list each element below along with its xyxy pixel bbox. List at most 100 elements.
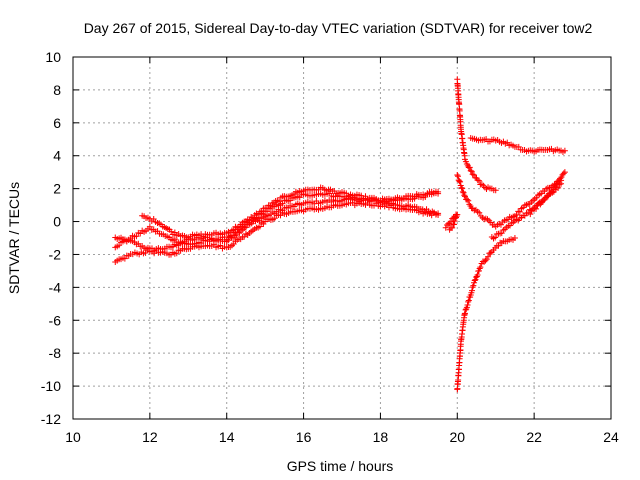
data-point: [469, 171, 476, 178]
data-point: [442, 224, 449, 231]
data-point: [511, 235, 518, 241]
series-track-c: [112, 199, 442, 266]
data-point: [450, 221, 457, 228]
data-point: [469, 287, 476, 294]
x-axis-label: GPS time / hours: [287, 458, 394, 474]
data-point: [473, 273, 480, 280]
data-point: [492, 234, 499, 241]
data-point: [476, 209, 483, 216]
x-tick-label: 14: [219, 429, 235, 445]
data-point: [246, 217, 253, 224]
plot-points: [112, 76, 568, 393]
data-point: [435, 211, 442, 218]
data-point: [279, 200, 286, 207]
data-point: [454, 211, 461, 218]
data-point: [477, 264, 484, 271]
y-tick-label: -4: [49, 279, 62, 295]
x-tick-label: 10: [65, 429, 81, 445]
data-point: [232, 229, 239, 236]
data-point: [133, 233, 140, 240]
x-tick-label: 20: [449, 429, 465, 445]
x-tick-label: 24: [603, 429, 619, 445]
data-point: [550, 186, 557, 193]
series-track-h: [454, 171, 565, 230]
data-point: [461, 192, 468, 199]
data-point: [466, 164, 473, 171]
x-tick-label: 22: [526, 429, 542, 445]
data-point: [485, 253, 492, 260]
series-track-d: [139, 184, 442, 241]
y-tick-label: 0: [53, 214, 61, 230]
data-point: [256, 223, 263, 230]
data-point: [465, 197, 472, 204]
x-tick-label: 16: [296, 429, 312, 445]
data-point: [458, 184, 465, 191]
data-point: [457, 178, 464, 185]
data-point: [453, 214, 460, 221]
data-point: [552, 183, 559, 190]
data-point: [451, 218, 458, 225]
data-point: [459, 188, 466, 195]
data-point: [492, 187, 499, 194]
data-point: [454, 173, 461, 180]
y-tick-label: -2: [49, 246, 62, 262]
x-tick-label: 18: [373, 429, 389, 445]
data-point: [478, 181, 485, 188]
data-point: [498, 230, 505, 237]
data-point: [470, 171, 477, 178]
data-point: [541, 195, 548, 202]
data-point: [557, 175, 564, 182]
data-point: [464, 301, 471, 308]
data-point: [452, 215, 459, 222]
x-ticks: 10 12 14 16 18 20 22 24: [65, 57, 619, 445]
series-track-j: [527, 169, 568, 218]
y-tick-label: -8: [49, 345, 62, 361]
data-point: [474, 177, 481, 184]
grid: [73, 57, 611, 419]
data-point: [537, 201, 544, 208]
data-point: [469, 284, 476, 291]
series-track-g: [454, 235, 518, 393]
data-point: [547, 190, 554, 197]
data-point: [471, 277, 478, 284]
data-point: [476, 177, 483, 184]
y-tick-label: 2: [53, 181, 61, 197]
data-point: [461, 193, 468, 200]
series-track-f: [467, 135, 568, 155]
data-point: [465, 298, 472, 305]
data-point: [435, 188, 442, 195]
axes: [72, 56, 612, 420]
y-tick-label: 6: [53, 115, 61, 131]
data-point: [561, 147, 568, 154]
data-point: [173, 250, 180, 257]
data-point: [276, 198, 283, 205]
data-point: [446, 226, 453, 233]
data-point: [470, 282, 477, 289]
data-point: [465, 297, 472, 304]
y-tick-label: -12: [41, 411, 61, 427]
plot-border: [72, 56, 612, 420]
y-tick-label: 10: [45, 49, 61, 65]
y-tick-label: 4: [53, 148, 61, 164]
data-point: [454, 171, 461, 178]
series-track-e: [454, 76, 499, 194]
data-point: [495, 242, 502, 249]
data-point: [476, 265, 483, 272]
data-point: [487, 249, 494, 256]
data-point: [447, 218, 454, 225]
y-tick-label: 8: [53, 82, 61, 98]
series-track-k: [442, 211, 461, 233]
data-point: [462, 306, 469, 313]
data-point: [527, 211, 534, 218]
data-point: [460, 189, 467, 196]
data-point: [533, 205, 540, 212]
chart-title: Day 267 of 2015, Sidereal Day-to-day VTE…: [84, 20, 593, 36]
data-point: [260, 211, 267, 218]
data-point: [553, 180, 560, 187]
y-tick-label: -10: [41, 378, 61, 394]
data-point: [146, 223, 153, 230]
y-tick-label: -6: [49, 312, 62, 328]
data-point: [358, 192, 365, 199]
data-point: [459, 185, 466, 192]
